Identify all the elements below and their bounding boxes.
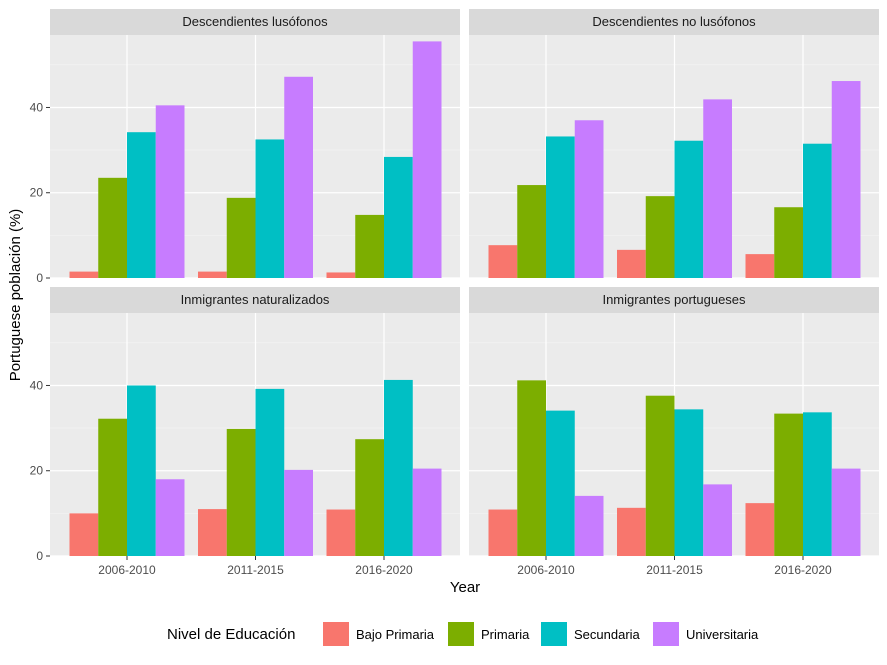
bar-primaria-2011-2015 (226, 197, 256, 278)
bar-secundaria-2011-2015 (674, 140, 704, 278)
panel-inmigrantes-naturalizados: Inmigrantes naturalizados (50, 287, 460, 557)
x-tick-label: 2016-2020 (774, 563, 832, 577)
legend-swatch-bajo-primaria (323, 622, 349, 646)
bar-bajo-primaria-2006-2010 (488, 509, 518, 556)
bar-primaria-2011-2015 (645, 196, 675, 278)
legend-items: Bajo Primaria Primaria Secundaria Universit… (323, 622, 759, 646)
bar-secundaria-2016-2020 (803, 412, 832, 556)
bar-universitaria-2011-2015 (703, 99, 732, 278)
bar-primaria-2016-2020 (774, 413, 803, 556)
bar-primaria-2016-2020 (774, 207, 803, 278)
facet-strip (50, 287, 460, 313)
bar-bajo-primaria-2011-2015 (198, 509, 227, 556)
legend-swatch-universitaria (653, 622, 679, 646)
facet-label: Inmigrantes portugueses (602, 292, 746, 307)
x-tick-label: 2006-2010 (517, 563, 575, 577)
bar-secundaria-2011-2015 (674, 409, 704, 556)
bar-universitaria-2006-2010 (574, 120, 604, 279)
bar-primaria-2006-2010 (98, 177, 127, 278)
bar-universitaria-2016-2020 (412, 468, 442, 556)
x-tick-label: 2011-2015 (646, 563, 703, 577)
facet-label: Descendientes lusófonos (182, 14, 328, 29)
bar-universitaria-2016-2020 (831, 81, 861, 278)
legend-label: Bajo Primaria (356, 627, 435, 642)
legend-label: Universitaria (686, 627, 759, 642)
y-tick-label: 20 (30, 186, 44, 200)
legend-label: Secundaria (574, 627, 641, 642)
legend-swatch-secundaria (541, 622, 567, 646)
y-tick-label: 40 (30, 100, 44, 114)
axes-layer: 0 20 40 0 20 40 2006-2010 2011-2015 2016-2020 200… (30, 100, 832, 577)
facet-label: Descendientes no lusófonos (592, 14, 756, 29)
x-tick-label: 2006-2010 (98, 563, 156, 577)
facet-strip (50, 9, 460, 35)
bar-secundaria-2006-2010 (127, 385, 156, 556)
panel-descendientes-lus-fonos: Descendientes lusófonos (50, 9, 460, 279)
bar-bajo-primaria-2011-2015 (617, 249, 646, 278)
bar-secundaria-2006-2010 (546, 136, 575, 278)
y-axis-title: Portuguese población (%) (7, 209, 24, 382)
facet-label: Inmigrantes naturalizados (181, 292, 330, 307)
x-axis-title: Year (450, 579, 480, 596)
bar-bajo-primaria-2016-2020 (326, 272, 356, 278)
bar-secundaria-2006-2010 (546, 410, 575, 556)
bar-bajo-primaria-2016-2020 (326, 509, 356, 556)
panel-inmigrantes-portugueses: Inmigrantes portugueses (469, 287, 879, 557)
bar-primaria-2006-2010 (98, 418, 127, 556)
bar-bajo-primaria-2011-2015 (198, 271, 227, 278)
legend-label: Primaria (481, 627, 530, 642)
panel-descendientes-no-lus-fonos: Descendientes no lusófonos (469, 9, 879, 279)
bar-universitaria-2006-2010 (155, 479, 185, 556)
bar-universitaria-2016-2020 (412, 41, 442, 278)
legend: Nivel de Educación Bajo Primaria Primaria… (167, 622, 759, 646)
bar-bajo-primaria-2016-2020 (745, 503, 775, 556)
y-tick-label: 0 (36, 549, 43, 563)
bar-secundaria-2006-2010 (127, 132, 156, 278)
bar-universitaria-2011-2015 (284, 76, 313, 278)
bar-primaria-2016-2020 (355, 439, 384, 556)
bar-secundaria-2016-2020 (384, 379, 413, 556)
y-tick-label: 40 (30, 378, 44, 392)
bar-universitaria-2011-2015 (284, 469, 313, 556)
bar-secundaria-2011-2015 (255, 388, 285, 556)
bar-universitaria-2016-2020 (831, 468, 861, 556)
bar-bajo-primaria-2006-2010 (488, 245, 518, 278)
legend-swatch-primaria (448, 622, 474, 646)
bar-secundaria-2016-2020 (384, 156, 413, 278)
facet-strip (469, 287, 879, 313)
bar-primaria-2006-2010 (517, 380, 546, 556)
bar-primaria-2011-2015 (226, 428, 256, 556)
bar-secundaria-2016-2020 (803, 143, 832, 278)
y-tick-label: 20 (30, 464, 44, 478)
bar-bajo-primaria-2006-2010 (69, 513, 99, 556)
bar-bajo-primaria-2011-2015 (617, 507, 646, 556)
bar-bajo-primaria-2016-2020 (745, 254, 775, 278)
bar-universitaria-2011-2015 (703, 484, 732, 556)
panels-layer: Descendientes lusófonos Descendientes no … (50, 9, 879, 557)
bar-primaria-2006-2010 (517, 185, 546, 278)
facet-strip (469, 9, 879, 35)
legend-title: Nivel de Educación (167, 626, 295, 643)
bar-bajo-primaria-2006-2010 (69, 271, 99, 278)
bar-universitaria-2006-2010 (155, 105, 185, 278)
bar-primaria-2011-2015 (645, 395, 675, 556)
x-tick-label: 2011-2015 (227, 563, 284, 577)
bar-primaria-2016-2020 (355, 214, 384, 278)
y-tick-label: 0 (36, 271, 43, 285)
bar-secundaria-2011-2015 (255, 139, 285, 278)
x-tick-label: 2016-2020 (355, 563, 413, 577)
bar-universitaria-2006-2010 (574, 495, 604, 556)
